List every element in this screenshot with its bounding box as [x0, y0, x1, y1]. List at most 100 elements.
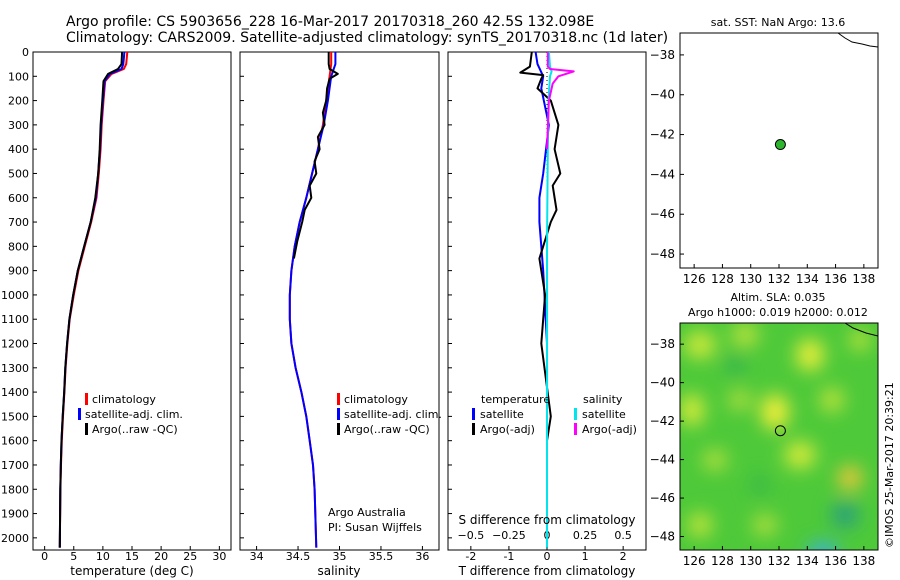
x-tick-label: 0	[544, 550, 551, 563]
x-tick-label: -1	[503, 550, 514, 563]
argo-location-marker	[774, 139, 786, 151]
legend-swatch-sal-satellite	[574, 408, 577, 420]
legend-swatch-argo	[85, 423, 88, 435]
depth-tick-label: 1100	[1, 313, 29, 326]
series-line-salinity-satellite	[546, 51, 553, 548]
x-tick-label: 5	[70, 550, 77, 563]
x-tick-label: 136	[824, 272, 847, 286]
difference-xlabel: T difference from climatology	[458, 564, 636, 578]
legend-label: Argo(..raw -QC)	[92, 423, 178, 436]
y-tick-label: −48	[650, 530, 675, 544]
salinity-legend: climatology satellite-adj. clim. Argo(..…	[337, 393, 442, 436]
y-tick-label: −38	[650, 337, 675, 351]
depth-tick-label: 1300	[1, 362, 29, 375]
salinity-annotation-1: Argo Australia	[328, 506, 406, 519]
x-tick-label: 132	[768, 554, 791, 568]
legend-swatch-satellite	[78, 408, 81, 420]
depth-axis: 0 100 200 300 400 500 600 700 800 900 1000 1100 1200…	[1, 46, 452, 545]
salinity-plot: 34 34.5 35 35.5 36	[250, 52, 429, 563]
x-tick-label: 138	[852, 272, 875, 286]
legend-label: Argo(-adj)	[582, 423, 637, 436]
y-tick-label: −48	[650, 247, 675, 261]
x-tick-label: 126	[683, 554, 706, 568]
legend-swatch-satellite	[337, 408, 340, 420]
temperature-legend: climatology satellite-adj. clim. Argo(..…	[78, 393, 183, 436]
temperature-plot: 0 5 10 15 20 25 30	[41, 51, 226, 563]
x-tick-label: 35.5	[369, 550, 394, 563]
x-tick-label: 128	[711, 272, 734, 286]
coastline	[837, 32, 879, 48]
depth-tick-label: 1400	[1, 386, 29, 399]
x-tick-label: 36	[415, 550, 429, 563]
legend-label: Argo(..raw -QC)	[344, 423, 430, 436]
y-tick-label: −42	[650, 414, 675, 428]
x-tick-label: 15	[125, 550, 139, 563]
x-tick-label: 0	[41, 550, 48, 563]
series-line-climatology	[288, 52, 333, 548]
difference-xlabel-2: S difference from climatology	[459, 513, 636, 527]
depth-tick-label: 900	[8, 265, 29, 278]
x-tick-label: 1	[582, 550, 589, 563]
x-tick-label: 35	[333, 550, 347, 563]
series-line-climatology	[58, 51, 129, 548]
x-tick-label: 128	[711, 554, 734, 568]
legend-swatch-sal-argo	[574, 423, 577, 435]
series-line-satellite-adj-clim-	[288, 52, 337, 548]
legend-swatch-climatology	[337, 393, 340, 405]
sla-map-title-2: Argo h1000: 0.019 h2000: 0.012	[688, 306, 868, 319]
depth-tick-label: 600	[8, 192, 29, 205]
series-line-temperature-argo-adj-	[519, 51, 562, 548]
temperature-xlabel: temperature (deg C)	[70, 564, 193, 578]
depth-tick-label: 2000	[1, 532, 29, 545]
x-tick-label: 130	[739, 272, 762, 286]
x2-tick-label: −0.5	[457, 529, 484, 542]
y-tick-label: −42	[650, 128, 675, 142]
salinity-annotation-2: PI: Susan Wijffels	[328, 521, 422, 534]
x-tick-label: 138	[852, 554, 875, 568]
legend-label: satellite	[582, 408, 626, 421]
x-tick-label: 20	[154, 550, 168, 563]
salinity-panel	[239, 51, 440, 551]
legend-header-temperature: temperature	[481, 393, 550, 406]
x2-tick-label: 0.25	[573, 529, 598, 542]
y-tick-label: −38	[650, 48, 675, 62]
y-tick-label: −46	[650, 491, 675, 505]
depth-tick-label: 200	[8, 95, 29, 108]
legend-header-salinity: salinity	[583, 393, 623, 406]
temperature-panel	[32, 51, 232, 551]
depth-tick-label: 1800	[1, 483, 29, 496]
legend-swatch-temp-satellite	[472, 408, 475, 420]
x-tick-label: -2	[465, 550, 476, 563]
legend-label: Argo(-adj)	[480, 423, 535, 436]
sst-map-title: sat. SST: NaN Argo: 13.6	[711, 16, 845, 29]
y-tick-label: −40	[650, 88, 675, 102]
x-tick-label: 10	[96, 550, 110, 563]
depth-tick-label: 0	[22, 46, 29, 59]
depth-tick-label: 1700	[1, 459, 29, 472]
x-tick-label: 136	[824, 554, 847, 568]
y-tick-label: −44	[650, 453, 675, 467]
depth-tick-label: 500	[8, 167, 29, 180]
depth-tick-label: 1600	[1, 435, 29, 448]
y-tick-label: −46	[650, 207, 675, 221]
legend-swatch-climatology	[85, 393, 88, 405]
x-tick-label: 34	[250, 550, 264, 563]
series-line-salinity-argo-adj-	[546, 52, 575, 150]
x2-tick-label: 0.5	[614, 529, 632, 542]
sla-map-title-1: Altim. SLA: 0.035	[730, 291, 825, 304]
difference-plot: -2 -1 0 1 2−0.5 −0.25 0 0.25 0.5	[457, 51, 632, 563]
depth-tick-label: 800	[8, 240, 29, 253]
sst-map-plot: 126 128 130 132 134 136 138 −38 −40 −42 −44 −46 −48	[650, 48, 876, 286]
salinity-xlabel: salinity	[317, 564, 360, 578]
legend-swatch-argo	[337, 423, 340, 435]
y-tick-label: −40	[650, 376, 675, 390]
x-tick-label: 34.5	[286, 550, 311, 563]
imos-credit: ©IMOS 25-Mar-2017 20:39:21	[883, 382, 896, 548]
x2-tick-label: −0.25	[492, 529, 526, 542]
depth-tick-label: 1000	[1, 289, 29, 302]
y-tick-label: −44	[650, 167, 675, 181]
legend-label: climatology	[92, 393, 156, 406]
x-tick-label: 134	[796, 272, 819, 286]
difference-legend: temperature salinity satellite Argo(-adj…	[472, 393, 637, 436]
